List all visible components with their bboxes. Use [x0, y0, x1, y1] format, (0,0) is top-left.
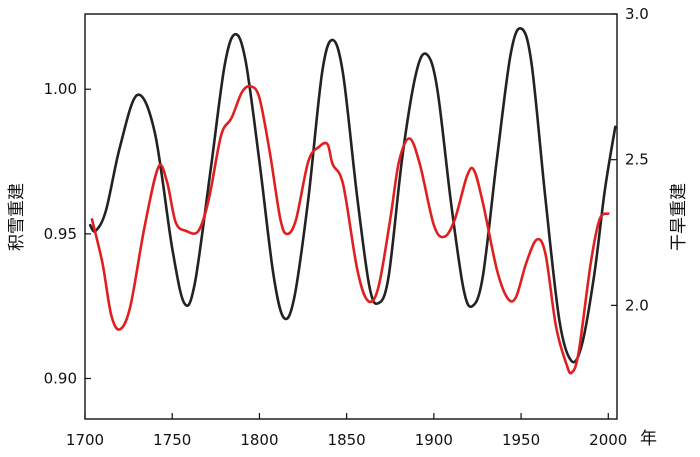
left-y-axis: 0.90 0.95 1.00 [44, 80, 91, 388]
black-series-line [88, 26, 617, 364]
x-axis: 1700 1750 1800 1850 1900 1950 2000 [66, 413, 627, 449]
x-tick-label: 2000 [589, 431, 627, 449]
x-tick-label: 1900 [415, 431, 453, 449]
right-y-axis: 2.0 2.5 3.0 [611, 5, 649, 314]
x-tick-label: 1800 [240, 431, 278, 449]
left-y-tick-label: 0.95 [44, 225, 77, 243]
left-y-tick-label: 0.90 [44, 370, 77, 388]
x-tick-label: 1750 [153, 431, 191, 449]
right-y-axis-title: 干旱重建 [669, 183, 689, 251]
red-series-line [90, 84, 610, 375]
x-tick-label: 1950 [502, 431, 540, 449]
left-y-axis-title: 积雪重建 [7, 183, 27, 251]
x-axis-unit: 年 [640, 429, 657, 449]
left-y-tick-label: 1.00 [44, 80, 77, 98]
right-y-tick-label: 2.0 [625, 296, 649, 314]
series-layer [88, 26, 617, 375]
right-y-tick-label: 2.5 [625, 151, 649, 169]
right-y-tick-label: 3.0 [625, 5, 649, 23]
x-tick-label: 1850 [328, 431, 366, 449]
x-tick-label: 1700 [66, 431, 104, 449]
plot-frame [84, 13, 618, 420]
